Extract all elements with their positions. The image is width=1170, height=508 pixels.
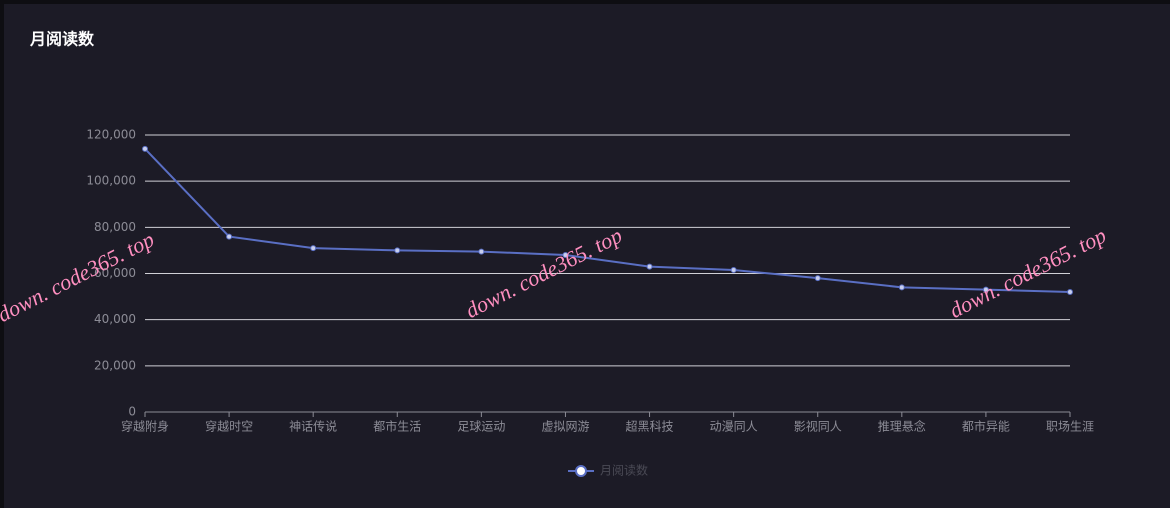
data-point	[394, 247, 401, 254]
x-tick-label: 都市生活	[373, 419, 421, 434]
legend-marker	[575, 465, 587, 477]
x-tick-label: 足球运动	[457, 420, 505, 434]
y-tick-label: 100,000	[86, 174, 136, 188]
legend-label: 月阅读数	[600, 463, 648, 478]
data-point	[1067, 288, 1073, 295]
y-tick-label: 20,000	[94, 358, 136, 372]
x-tick-label: 神话传说	[289, 419, 337, 434]
y-tick-label: 80,000	[94, 220, 136, 234]
data-point	[226, 233, 233, 240]
x-tick-label: 职场生涯	[1046, 420, 1094, 434]
y-tick-label: 60,000	[94, 266, 136, 280]
data-point	[478, 248, 485, 255]
data-point	[982, 286, 989, 293]
chart-title: 月阅读数	[29, 30, 95, 49]
data-point	[814, 275, 821, 282]
y-tick-label: 120,000	[86, 128, 136, 142]
x-tick-label: 穿越附身	[121, 419, 169, 434]
series-line	[144, 148, 1071, 293]
x-tick-label: 影视同人	[794, 419, 842, 434]
x-tick-label: 都市异能	[962, 419, 1010, 434]
data-point	[898, 284, 905, 291]
data-point	[142, 145, 148, 152]
data-point	[310, 245, 317, 252]
panel	[4, 4, 1170, 508]
data-point	[562, 252, 569, 259]
x-tick-label: 超黑科技	[626, 419, 674, 434]
x-tick-label: 推理悬念	[878, 419, 926, 434]
x-tick-label: 虚拟网游	[541, 420, 589, 434]
y-tick-label: 40,000	[94, 312, 136, 326]
x-tick-label: 穿越时空	[205, 419, 253, 434]
data-point	[730, 267, 737, 274]
x-tick-label: 动漫同人	[710, 420, 758, 434]
data-point	[646, 263, 653, 270]
y-tick-label: 0	[128, 405, 136, 419]
